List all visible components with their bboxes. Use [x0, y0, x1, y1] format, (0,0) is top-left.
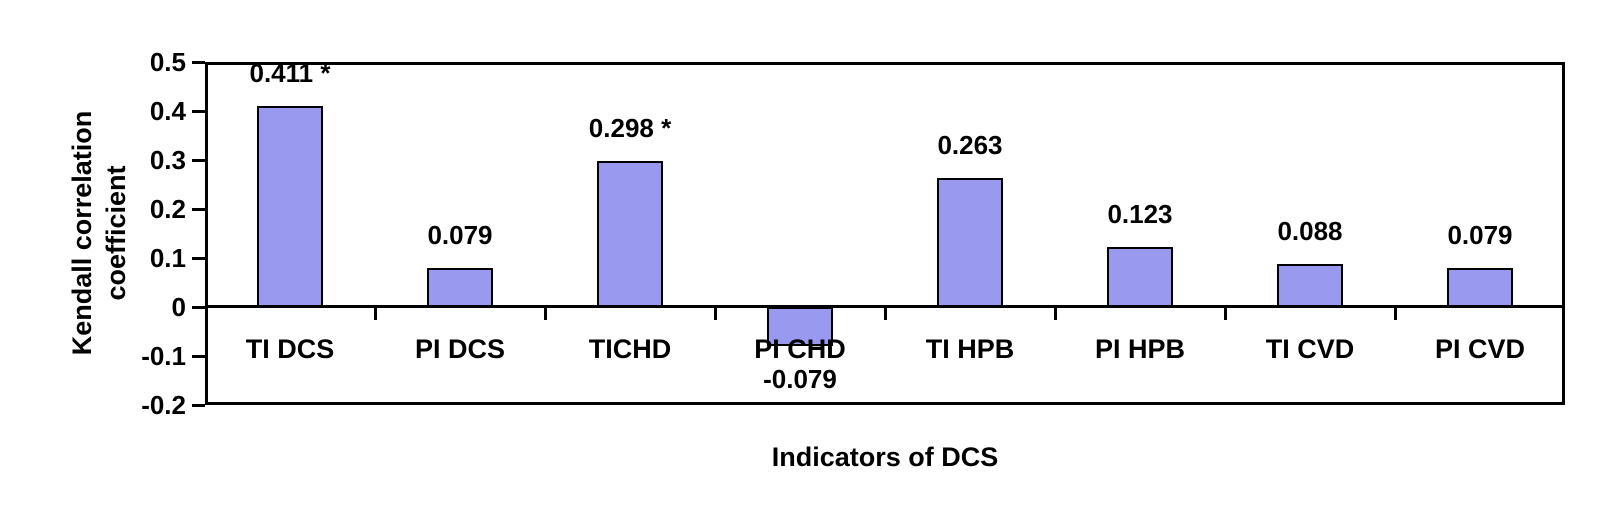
y-axis-tick [192, 61, 205, 64]
y-tick-label: 0.5 [149, 47, 186, 77]
bar-value-label: 0.298 * [588, 112, 672, 143]
y-tick-label: -0.1 [141, 341, 186, 371]
y-axis-tick [192, 110, 205, 113]
y-axis-tick [192, 159, 205, 162]
x-axis-tick [1054, 307, 1057, 320]
y-tick-label: 0.4 [149, 96, 186, 126]
category-label: TI CVD [1265, 334, 1355, 364]
bar [597, 160, 663, 307]
x-axis-tick [1224, 307, 1227, 320]
category-label: PI CVD [1434, 334, 1526, 364]
y-axis-tick [192, 257, 205, 260]
bar [1107, 246, 1173, 307]
category-label: PI DCS [414, 334, 506, 364]
bar [1447, 268, 1513, 307]
category-label: TI HPB [925, 334, 1015, 364]
y-tick-label: -0.2 [141, 390, 186, 420]
x-axis-tick [374, 307, 377, 320]
bar-value-label: 0.079 [427, 220, 493, 251]
x-axis-tick [544, 307, 547, 320]
bar [937, 178, 1003, 307]
zero-axis-line [205, 305, 1565, 308]
x-axis-title: Indicators of DCS [771, 442, 999, 472]
y-tick-label: 0.2 [149, 194, 186, 224]
bar-value-label: 0.123 [1107, 198, 1173, 229]
bar-value-label: 0.079 [1447, 220, 1513, 251]
bar-value-label: -0.079 [763, 364, 837, 394]
category-label: PI CHD [754, 334, 846, 364]
y-tick-label: 0.3 [149, 145, 186, 175]
category-label: TICHD [588, 334, 672, 364]
bar [427, 268, 493, 307]
bar-value-label: 0.263 [937, 130, 1003, 161]
y-axis-tick [192, 355, 205, 358]
y-axis-tick [192, 404, 205, 407]
x-axis-tick [1394, 307, 1397, 320]
category-label: PI HPB [1094, 334, 1186, 364]
bar-value-label: 0.411 * [249, 57, 331, 88]
category-label: TI DCS [245, 334, 335, 364]
y-tick-label: 0 [171, 292, 186, 322]
bar-value-label: 0.088 [1277, 215, 1343, 246]
bar [1277, 263, 1343, 307]
y-axis-tick [192, 208, 205, 211]
y-axis-tick [192, 306, 205, 309]
y-tick-label: 0.1 [149, 243, 186, 273]
bar [257, 105, 323, 307]
plot-area [205, 62, 1565, 405]
x-axis-tick [884, 307, 887, 320]
x-axis-tick [714, 307, 717, 320]
